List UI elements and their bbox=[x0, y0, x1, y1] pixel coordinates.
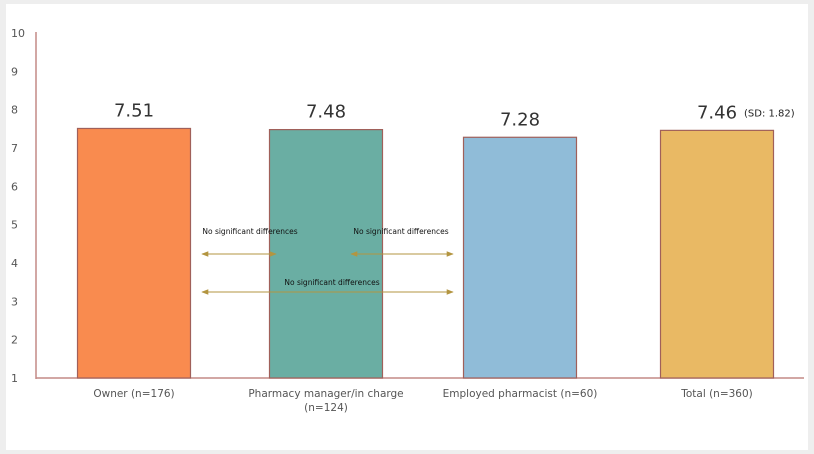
significance-label-1: No significant differences bbox=[353, 227, 448, 236]
y-tick-label: 8 bbox=[11, 104, 18, 117]
annotations: No significant differences No significant… bbox=[201, 227, 454, 295]
y-tick-label: 1 bbox=[11, 372, 18, 385]
x-tick-label-0: Owner (n=176) bbox=[93, 388, 174, 400]
y-tick-label: 3 bbox=[11, 295, 18, 308]
x-tick-label-1: Pharmacy manager/in charge bbox=[248, 388, 403, 400]
bar-2 bbox=[462, 136, 578, 379]
bar-3 bbox=[659, 129, 775, 379]
y-tick-label: 4 bbox=[11, 257, 18, 270]
chart-frame: 1 2 3 4 5 6 7 8 9 10 7.51 7.48 7.28 7.46 (SD: 1.82) O… bbox=[6, 4, 808, 450]
y-tick-label: 5 bbox=[11, 219, 18, 232]
bar-0 bbox=[76, 127, 192, 379]
significance-label-2: No significant differences bbox=[284, 278, 379, 287]
value-label-1: 7.48 bbox=[306, 102, 346, 123]
y-tick-label: 10 bbox=[11, 27, 25, 40]
y-tick-label: 6 bbox=[11, 180, 18, 193]
value-label-0: 7.51 bbox=[114, 100, 154, 121]
y-tick-label: 7 bbox=[11, 142, 18, 155]
sd-note: (SD: 1.82) bbox=[744, 108, 795, 119]
x-axis-labels: Owner (n=176) Pharmacy manager/in charge (… bbox=[93, 388, 752, 414]
x-tick-label-1: (n=124) bbox=[304, 402, 348, 414]
value-label-3: 7.46 bbox=[697, 102, 737, 123]
y-tick-label: 9 bbox=[11, 65, 18, 78]
x-tick-label-3: Total (n=360) bbox=[680, 388, 753, 400]
x-tick-label-2: Employed pharmacist (n=60) bbox=[443, 388, 598, 400]
bar-chart: 1 2 3 4 5 6 7 8 9 10 7.51 7.48 7.28 7.46 (SD: 1.82) O… bbox=[11, 27, 804, 414]
y-tick-label: 2 bbox=[11, 334, 18, 347]
bars bbox=[76, 127, 775, 379]
value-labels: 7.51 7.48 7.28 7.46 (SD: 1.82) bbox=[114, 100, 795, 130]
significance-label-0: No significant differences bbox=[202, 227, 297, 236]
value-label-2: 7.28 bbox=[500, 109, 540, 130]
